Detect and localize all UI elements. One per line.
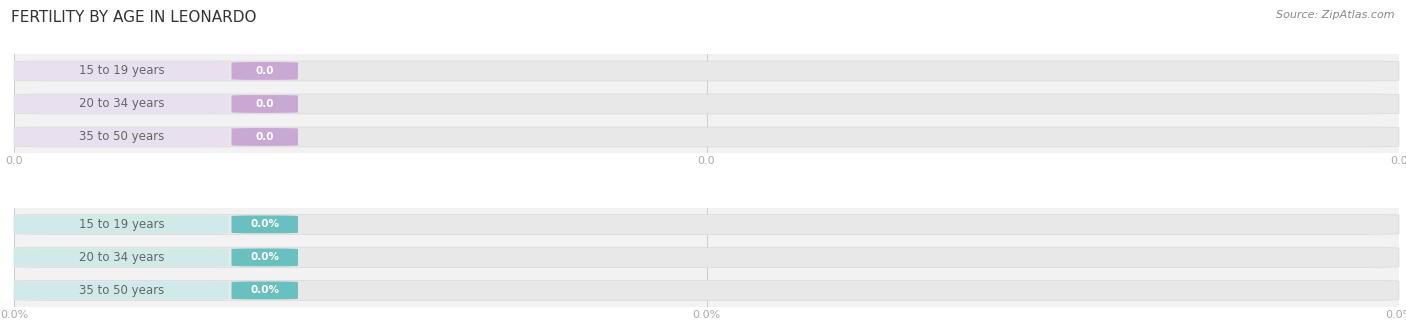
Text: 20 to 34 years: 20 to 34 years bbox=[79, 251, 165, 264]
FancyBboxPatch shape bbox=[14, 61, 1399, 81]
FancyBboxPatch shape bbox=[14, 215, 229, 233]
FancyBboxPatch shape bbox=[14, 280, 1399, 300]
Text: 0.0: 0.0 bbox=[256, 132, 274, 142]
FancyBboxPatch shape bbox=[14, 248, 1399, 267]
FancyBboxPatch shape bbox=[14, 95, 229, 113]
FancyBboxPatch shape bbox=[14, 128, 229, 146]
Text: Source: ZipAtlas.com: Source: ZipAtlas.com bbox=[1277, 10, 1395, 20]
Text: 0.0: 0.0 bbox=[256, 99, 274, 109]
FancyBboxPatch shape bbox=[14, 281, 229, 299]
FancyBboxPatch shape bbox=[14, 248, 229, 266]
Text: 35 to 50 years: 35 to 50 years bbox=[79, 284, 165, 297]
Text: 0.0%: 0.0% bbox=[250, 285, 280, 295]
Text: 15 to 19 years: 15 to 19 years bbox=[79, 218, 165, 231]
FancyBboxPatch shape bbox=[14, 127, 1399, 147]
Text: 20 to 34 years: 20 to 34 years bbox=[79, 97, 165, 111]
Text: 0.0: 0.0 bbox=[256, 66, 274, 76]
Text: 35 to 50 years: 35 to 50 years bbox=[79, 130, 165, 144]
FancyBboxPatch shape bbox=[232, 215, 298, 233]
Text: 0.0%: 0.0% bbox=[250, 219, 280, 229]
FancyBboxPatch shape bbox=[14, 94, 1399, 114]
Text: 15 to 19 years: 15 to 19 years bbox=[79, 64, 165, 78]
FancyBboxPatch shape bbox=[232, 95, 298, 113]
FancyBboxPatch shape bbox=[232, 128, 298, 146]
FancyBboxPatch shape bbox=[14, 214, 1399, 234]
FancyBboxPatch shape bbox=[232, 248, 298, 266]
FancyBboxPatch shape bbox=[14, 62, 229, 80]
FancyBboxPatch shape bbox=[232, 281, 298, 299]
Text: 0.0%: 0.0% bbox=[250, 252, 280, 262]
Text: FERTILITY BY AGE IN LEONARDO: FERTILITY BY AGE IN LEONARDO bbox=[11, 10, 257, 25]
FancyBboxPatch shape bbox=[232, 62, 298, 80]
